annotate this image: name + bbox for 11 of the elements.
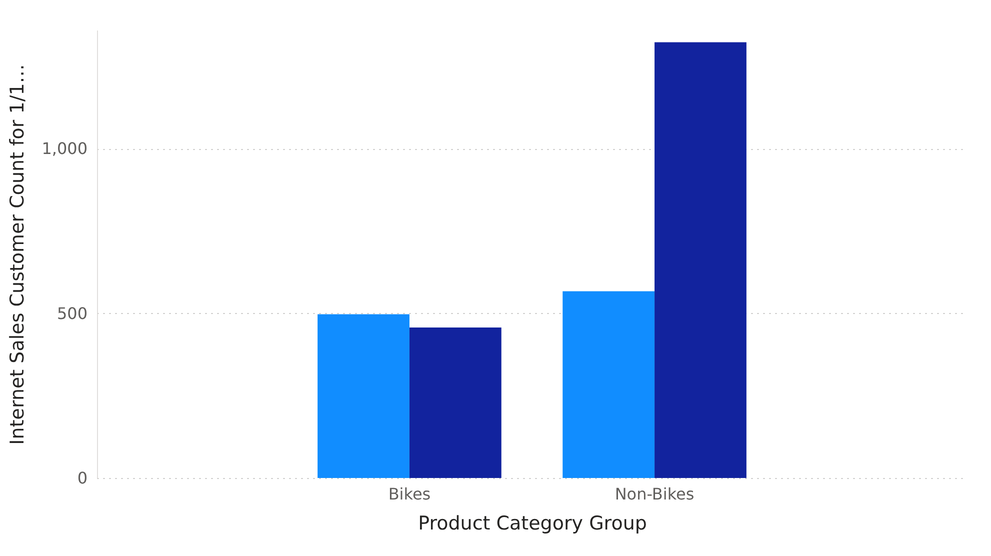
bar (318, 314, 410, 478)
bar (562, 291, 655, 478)
y-tick-label: 0 (77, 468, 88, 488)
bar (654, 42, 746, 478)
x-tick-label: Bikes (388, 484, 431, 504)
y-tick-label: 1,000 (42, 139, 88, 158)
x-axis-title: Product Category Group (418, 512, 647, 534)
y-axis-title: Internet Sales Customer Count for 1/1… (6, 64, 29, 445)
y-tick-label: 500 (56, 304, 88, 323)
bar (409, 327, 502, 478)
x-tick-label: Non-Bikes (614, 484, 694, 504)
